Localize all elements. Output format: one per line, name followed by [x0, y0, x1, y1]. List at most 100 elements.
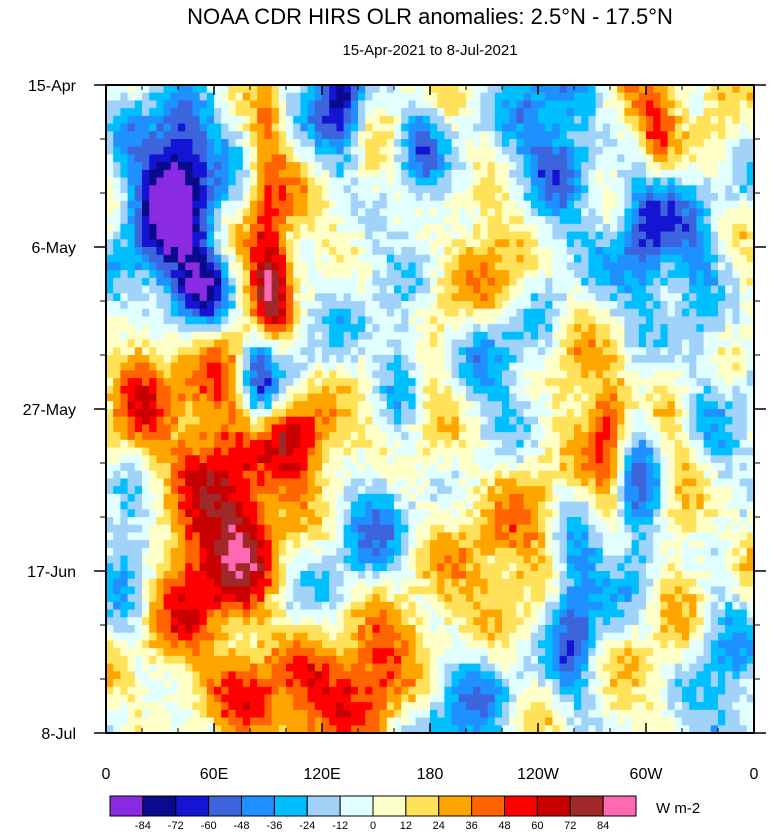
heat-cell — [156, 123, 165, 132]
heat-cell — [120, 486, 129, 495]
heat-cell — [638, 92, 647, 102]
heat-cell — [602, 92, 611, 102]
heat-cell — [163, 162, 172, 171]
heat-cell — [703, 439, 712, 449]
heat-cell — [365, 216, 373, 225]
heat-cell — [509, 115, 517, 125]
heat-cell — [710, 185, 719, 194]
heat-cell — [624, 424, 633, 433]
heat-cell — [574, 285, 582, 294]
heat-cell — [199, 370, 208, 379]
heat-cell — [178, 308, 186, 318]
heat-cell — [257, 193, 265, 202]
heat-cell — [718, 362, 726, 372]
heat-cell — [581, 247, 589, 256]
heat-cell — [358, 123, 366, 132]
heat-cell — [732, 501, 741, 510]
heat-cell — [430, 316, 438, 325]
heat-cell — [300, 277, 309, 287]
heat-cell — [523, 131, 532, 140]
heat-cell — [530, 401, 539, 410]
heat-cell — [610, 378, 618, 387]
heat-cell — [192, 509, 201, 518]
heat-cell — [214, 432, 222, 441]
heat-cell — [113, 470, 121, 480]
heat-cell — [300, 339, 309, 348]
heat-cell — [653, 293, 661, 302]
heat-cell — [509, 293, 517, 302]
heat-cell — [703, 200, 712, 210]
heat-cell — [365, 316, 373, 325]
heat-cell — [206, 185, 215, 194]
heat-cell — [581, 223, 589, 233]
heat-cell — [674, 123, 683, 132]
heat-cell — [545, 169, 553, 179]
heat-cell — [430, 501, 438, 510]
heat-cell — [221, 324, 229, 333]
heat-cell — [250, 501, 258, 510]
heat-cell — [408, 85, 417, 94]
heat-cell — [595, 200, 604, 210]
heat-cell — [638, 100, 647, 109]
heat-cell — [494, 486, 503, 495]
heat-cell — [286, 501, 294, 510]
heat-cell — [480, 301, 489, 310]
heat-cell — [509, 316, 517, 325]
heat-cell — [739, 193, 748, 202]
heat-cell — [739, 470, 748, 480]
heat-cell — [386, 324, 395, 333]
heat-cell — [710, 308, 719, 318]
heat-cell — [660, 424, 669, 433]
heat-cell — [444, 285, 453, 294]
heat-cell — [444, 169, 453, 179]
heat-cell — [307, 193, 316, 202]
heat-cell — [228, 501, 237, 510]
heat-cell — [199, 247, 208, 256]
heat-cell — [667, 139, 676, 148]
heat-cell — [134, 432, 143, 441]
heat-cell — [437, 385, 445, 395]
heat-cell — [192, 223, 201, 233]
heat-cell — [610, 347, 618, 356]
heat-cell — [199, 316, 208, 325]
heat-cell — [336, 239, 345, 248]
heat-cell — [502, 463, 510, 472]
heat-cell — [422, 316, 431, 325]
heat-cell — [480, 439, 489, 449]
heat-cell — [127, 463, 136, 472]
heat-cell — [624, 401, 633, 410]
heat-cell — [214, 254, 222, 264]
heat-cell — [502, 92, 510, 102]
heat-cell — [329, 177, 337, 186]
heat-cell — [682, 501, 690, 510]
heat-cell — [458, 193, 467, 202]
heat-cell — [566, 231, 575, 240]
heat-cell — [437, 231, 445, 240]
heat-cell — [106, 239, 114, 248]
heat-cell — [660, 293, 669, 302]
heat-cell — [667, 169, 676, 179]
heat-cell — [178, 185, 186, 194]
heat-cell — [322, 162, 330, 171]
heat-cell — [185, 331, 193, 341]
heat-cell — [113, 85, 121, 94]
heat-cell — [156, 277, 165, 287]
heat-cell — [286, 308, 294, 318]
heat-cell — [581, 416, 589, 426]
heat-cell — [667, 85, 676, 94]
heat-cell — [588, 85, 597, 94]
heat-cell — [336, 223, 345, 233]
heat-cell — [394, 308, 402, 318]
heat-cell — [192, 339, 201, 348]
heat-cell — [286, 293, 294, 302]
heat-cell — [473, 455, 481, 464]
heat-cell — [199, 424, 208, 433]
heat-cell — [653, 370, 661, 379]
heat-cell — [581, 347, 589, 356]
heat-cell — [415, 378, 424, 387]
heat-cell — [372, 416, 381, 426]
heat-cell — [566, 193, 575, 202]
heat-cell — [574, 270, 582, 279]
heat-cell — [653, 285, 661, 294]
heat-cell — [559, 493, 568, 503]
